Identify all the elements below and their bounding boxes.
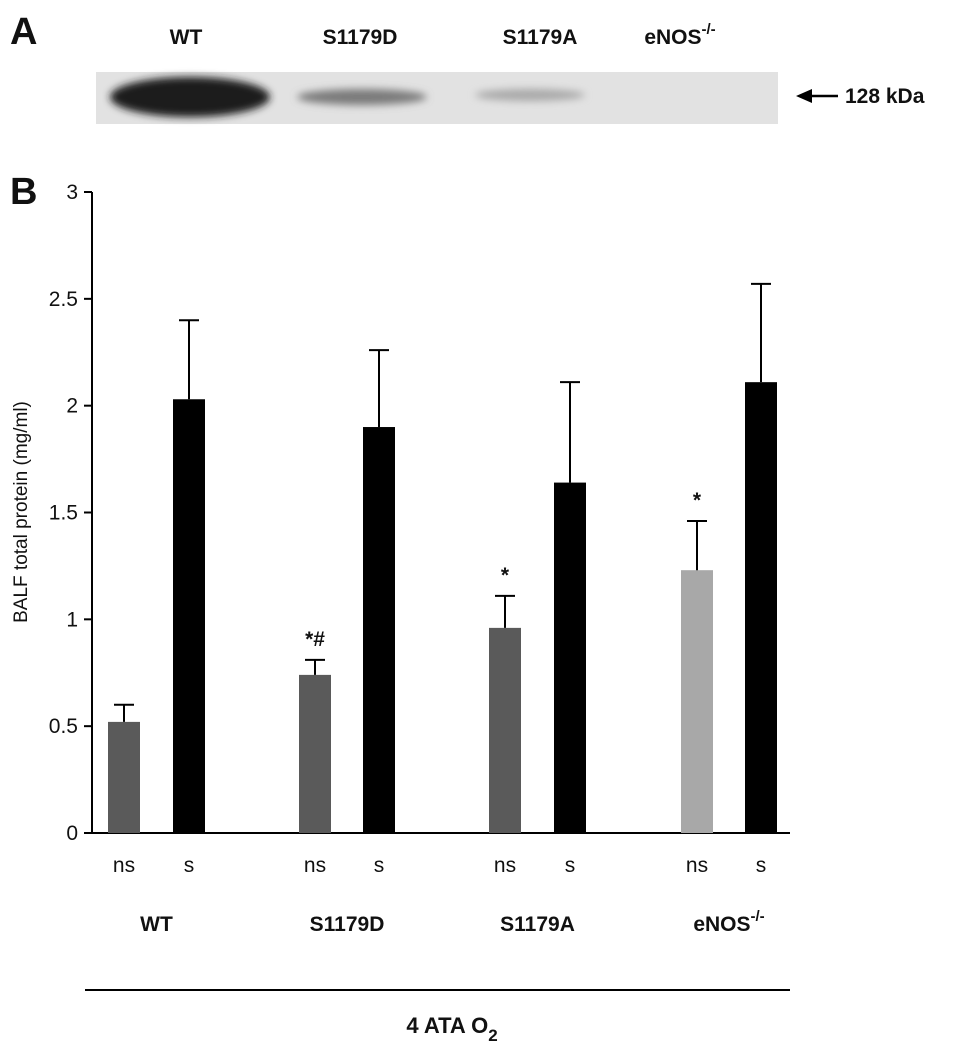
blot-band (475, 89, 585, 101)
lane-label: S1179A (503, 26, 578, 49)
x-tick-label: s (374, 854, 385, 877)
marker-arrow-head (796, 89, 812, 103)
x-tick-label: s (184, 854, 195, 877)
bar (681, 570, 713, 833)
lane-name: S1179A (503, 26, 578, 49)
group-label: S1179A (500, 913, 575, 936)
y-axis-label: BALF total protein (mg/ml) (11, 401, 32, 623)
error-bar (114, 703, 134, 722)
group-name: eNOS (693, 913, 750, 936)
error-bar (687, 520, 707, 571)
group-label: WT (140, 913, 173, 936)
x-tick-label: ns (686, 854, 708, 877)
lane-label: WT (170, 26, 203, 49)
lane-label: eNOS-/- (644, 21, 715, 49)
panel-label: A (10, 11, 37, 53)
group-label: S1179D (310, 913, 385, 936)
x-axis-label-subscript: 2 (488, 1026, 497, 1045)
bar (299, 674, 331, 833)
error-bar (305, 658, 325, 675)
error-bar (751, 282, 771, 383)
bar (554, 482, 586, 833)
significance-mark: *# (305, 628, 325, 651)
error-bar (560, 381, 580, 483)
group-name: WT (140, 913, 173, 936)
bar (173, 399, 205, 833)
bar (363, 427, 395, 833)
bar (489, 627, 521, 833)
group-name: S1179A (500, 913, 575, 936)
group-label: eNOS-/- (693, 908, 764, 936)
lane-label: S1179D (323, 26, 398, 49)
x-axis-label: 4 ATA O2 (406, 1013, 497, 1045)
blot-band (297, 89, 427, 105)
group-superscript: -/- (751, 908, 765, 925)
significance-mark: * (693, 489, 702, 512)
x-tick-label: ns (494, 854, 516, 877)
lane-name: WT (170, 26, 203, 49)
y-tick-label: 3 (66, 181, 78, 204)
error-bar (369, 349, 389, 428)
x-tick-label: s (565, 854, 576, 877)
bar (745, 382, 777, 833)
error-bar (495, 594, 515, 628)
y-tick-label: 2 (66, 395, 78, 418)
lane-name: eNOS (644, 26, 701, 49)
lane-superscript: -/- (702, 21, 716, 38)
y-tick-label: 0.5 (49, 715, 78, 738)
lane-name: S1179D (323, 26, 398, 49)
x-tick-label: ns (304, 854, 326, 877)
significance-mark: * (501, 564, 510, 587)
y-tick-label: 2.5 (49, 288, 78, 311)
x-tick-label: ns (113, 854, 135, 877)
error-bar (179, 319, 199, 400)
x-axis-label-text: 4 ATA O (406, 1013, 488, 1038)
y-tick-label: 0 (66, 822, 78, 845)
y-tick-label: 1.5 (49, 502, 78, 525)
marker-label: 128 kDa (845, 85, 925, 108)
y-tick-label: 1 (66, 608, 78, 631)
group-name: S1179D (310, 913, 385, 936)
bar (108, 721, 140, 833)
blot-band (110, 77, 270, 117)
x-tick-label: s (756, 854, 767, 877)
panel-label: B (10, 171, 37, 213)
